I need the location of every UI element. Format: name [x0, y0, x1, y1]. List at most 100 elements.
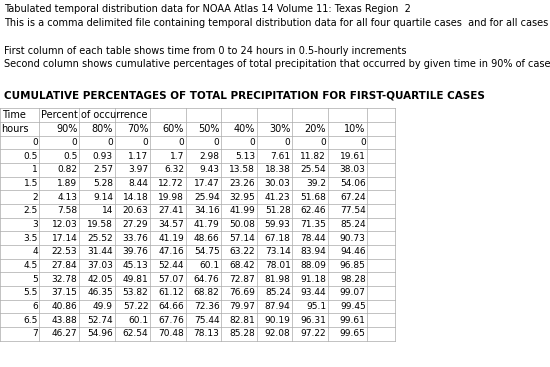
Text: 7.61: 7.61	[271, 152, 290, 161]
Text: 20%: 20%	[305, 124, 326, 134]
Text: 47.16: 47.16	[158, 247, 184, 256]
Text: 12.72: 12.72	[158, 179, 184, 188]
Text: 27.29: 27.29	[123, 220, 148, 229]
Text: 2: 2	[32, 193, 38, 201]
Text: 78.13: 78.13	[194, 329, 219, 338]
Text: 0: 0	[142, 138, 149, 147]
Text: 50%: 50%	[198, 124, 219, 134]
Text: 37.15: 37.15	[52, 288, 78, 297]
Text: 19.58: 19.58	[87, 220, 113, 229]
Text: 1.17: 1.17	[128, 152, 148, 161]
Text: 57.22: 57.22	[123, 302, 148, 311]
Text: 0: 0	[360, 138, 366, 147]
Text: 91.18: 91.18	[300, 275, 326, 284]
Text: 19.61: 19.61	[340, 152, 366, 161]
Text: 57.07: 57.07	[158, 275, 184, 284]
Text: 99.61: 99.61	[340, 316, 366, 324]
Text: 23.26: 23.26	[229, 179, 255, 188]
Text: 17.47: 17.47	[194, 179, 219, 188]
Text: 1.7: 1.7	[169, 152, 184, 161]
Text: CUMULATIVE PERCENTAGES OF TOTAL PRECIPITATION FOR FIRST-QUARTILE CASES: CUMULATIVE PERCENTAGES OF TOTAL PRECIPIT…	[4, 90, 485, 100]
Text: 18.38: 18.38	[265, 165, 290, 174]
Text: 51.68: 51.68	[300, 193, 326, 201]
Text: 5.28: 5.28	[93, 179, 113, 188]
Text: 73.14: 73.14	[265, 247, 290, 256]
Text: 1.89: 1.89	[57, 179, 78, 188]
Text: 54.75: 54.75	[194, 247, 219, 256]
Text: 97.22: 97.22	[300, 329, 326, 338]
Text: 40.86: 40.86	[52, 302, 78, 311]
Text: 95.1: 95.1	[306, 302, 326, 311]
Text: Tabulated temporal distribution data for NOAA Atlas 14 Volume 11: Texas Region  : Tabulated temporal distribution data for…	[4, 4, 411, 14]
Text: 32.95: 32.95	[229, 193, 255, 201]
Text: 81.98: 81.98	[265, 275, 290, 284]
Text: 34.16: 34.16	[194, 206, 219, 215]
Text: 17.14: 17.14	[52, 234, 78, 243]
Text: 0.93: 0.93	[93, 152, 113, 161]
Text: 5.5: 5.5	[24, 288, 38, 297]
Text: First column of each table shows time from 0 to 24 hours in 0.5-hourly increment: First column of each table shows time fr…	[4, 46, 406, 55]
Text: 0: 0	[321, 138, 326, 147]
Text: 40%: 40%	[234, 124, 255, 134]
Text: 52.74: 52.74	[87, 316, 113, 324]
Text: 0: 0	[285, 138, 290, 147]
Text: 41.23: 41.23	[265, 193, 290, 201]
Text: 90.19: 90.19	[265, 316, 290, 324]
Text: 48.66: 48.66	[194, 234, 219, 243]
Text: 6: 6	[32, 302, 38, 311]
Text: 0: 0	[214, 138, 219, 147]
Text: 72.87: 72.87	[229, 275, 255, 284]
Text: 3.97: 3.97	[128, 165, 148, 174]
Text: 0: 0	[178, 138, 184, 147]
Text: 88.09: 88.09	[300, 261, 326, 270]
Text: 2.98: 2.98	[200, 152, 219, 161]
Text: 60.1: 60.1	[200, 261, 219, 270]
Text: 6.5: 6.5	[24, 316, 38, 324]
Text: 82.81: 82.81	[229, 316, 255, 324]
Text: 0.82: 0.82	[57, 165, 78, 174]
Text: 85.28: 85.28	[229, 329, 255, 338]
Text: 46.27: 46.27	[52, 329, 78, 338]
Text: 30%: 30%	[270, 124, 290, 134]
Text: 98.28: 98.28	[340, 275, 366, 284]
Text: 78.44: 78.44	[300, 234, 326, 243]
Text: 10%: 10%	[344, 124, 366, 134]
Text: 25.54: 25.54	[300, 165, 326, 174]
Text: 62.46: 62.46	[300, 206, 326, 215]
Text: 7.58: 7.58	[57, 206, 78, 215]
Text: 8.44: 8.44	[129, 179, 149, 188]
Text: 75.44: 75.44	[194, 316, 219, 324]
Text: 25.52: 25.52	[87, 234, 113, 243]
Text: 49.9: 49.9	[93, 302, 113, 311]
Text: 19.98: 19.98	[158, 193, 184, 201]
Text: 83.94: 83.94	[300, 247, 326, 256]
Text: Percent of occurrence: Percent of occurrence	[41, 110, 147, 120]
Text: 80%: 80%	[91, 124, 113, 134]
Text: 33.76: 33.76	[123, 234, 148, 243]
Text: 27.41: 27.41	[158, 206, 184, 215]
Text: 99.65: 99.65	[340, 329, 366, 338]
Text: 99.07: 99.07	[340, 288, 366, 297]
Text: 0: 0	[32, 138, 38, 147]
Text: 70.48: 70.48	[158, 329, 184, 338]
Text: 49.81: 49.81	[123, 275, 148, 284]
Text: 79.97: 79.97	[229, 302, 255, 311]
Text: 60.1: 60.1	[128, 316, 148, 324]
Text: 54.06: 54.06	[340, 179, 366, 188]
Text: 46.35: 46.35	[87, 288, 113, 297]
Text: 72.36: 72.36	[194, 302, 219, 311]
Text: 68.82: 68.82	[194, 288, 219, 297]
Text: 87.94: 87.94	[265, 302, 290, 311]
Text: 20.63: 20.63	[123, 206, 148, 215]
Text: 60%: 60%	[163, 124, 184, 134]
Text: 0.5: 0.5	[63, 152, 78, 161]
Text: 90.73: 90.73	[340, 234, 366, 243]
Text: 54.96: 54.96	[87, 329, 113, 338]
Text: 9.43: 9.43	[200, 165, 219, 174]
Text: 31.44: 31.44	[87, 247, 113, 256]
Text: 64.66: 64.66	[158, 302, 184, 311]
Text: 67.18: 67.18	[265, 234, 290, 243]
Text: 41.19: 41.19	[158, 234, 184, 243]
Text: 14.18: 14.18	[123, 193, 148, 201]
Text: 53.82: 53.82	[123, 288, 148, 297]
